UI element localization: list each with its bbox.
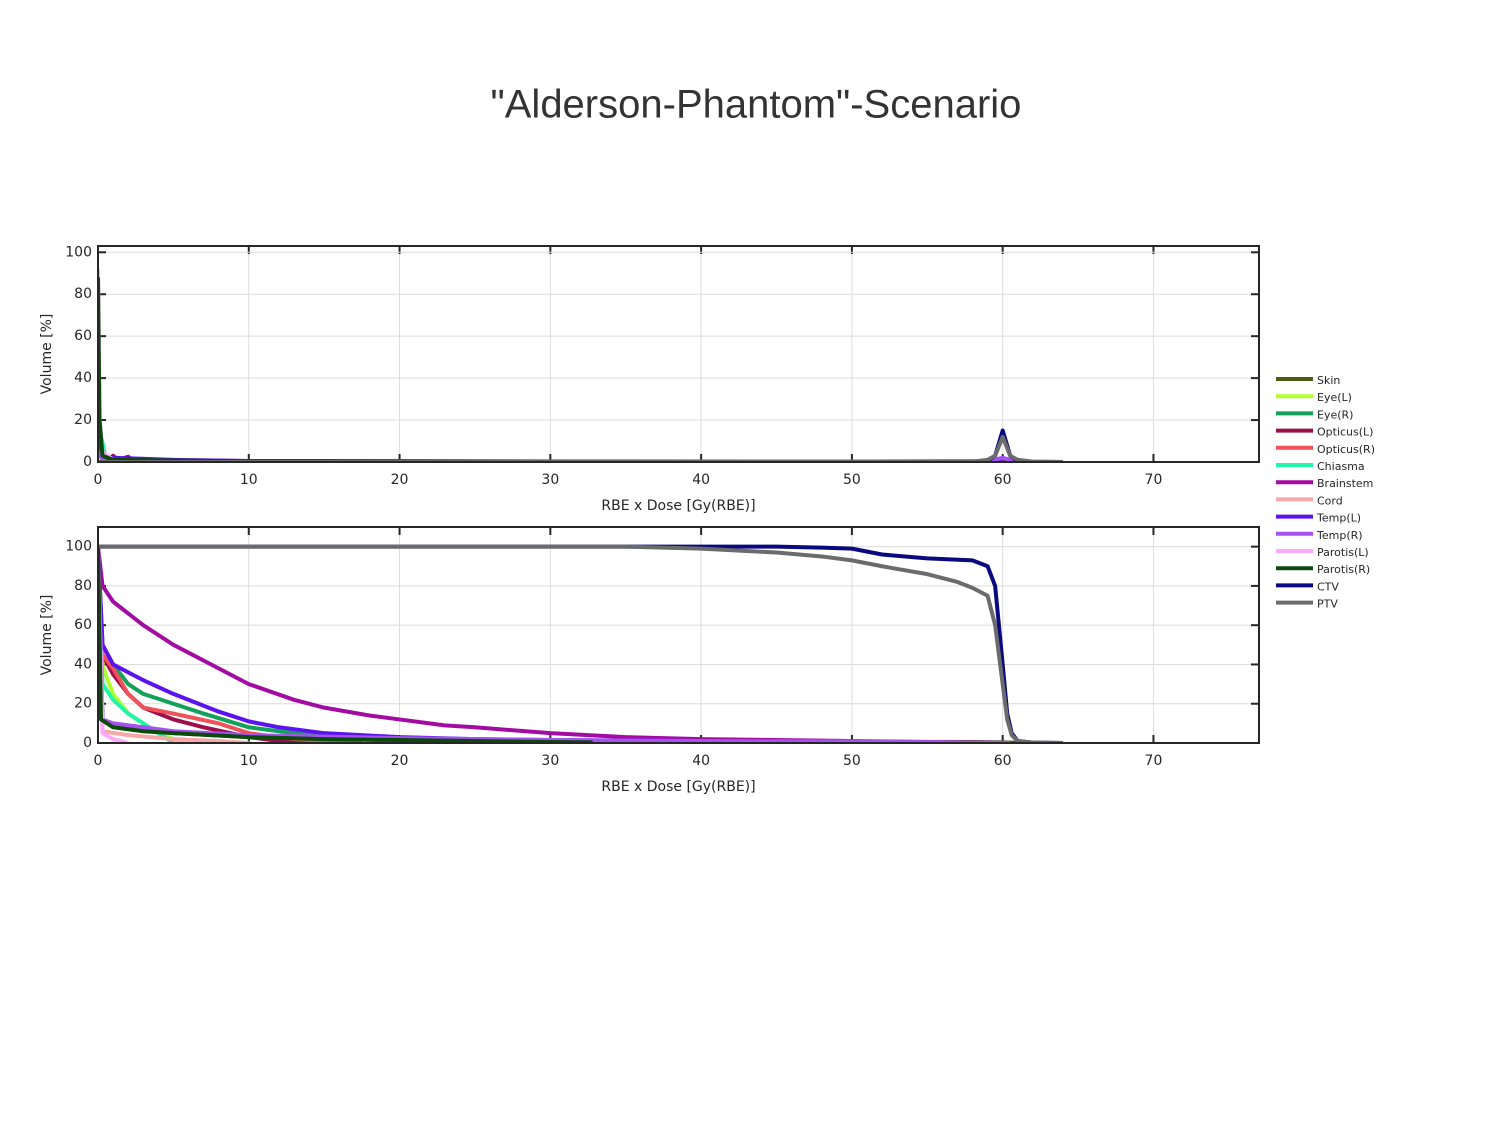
- y-axis-label: Volume [%]: [39, 314, 55, 395]
- x-tick-label: 0: [94, 472, 103, 488]
- legend-label: Eye(R): [1317, 408, 1353, 421]
- y-axis-label: Volume [%]: [39, 595, 55, 676]
- y-tick-label: 100: [65, 244, 92, 260]
- plot-area: [98, 246, 1259, 462]
- y-tick-label: 80: [74, 578, 92, 594]
- y-tick-label: 100: [65, 539, 92, 555]
- legend-label: Parotis(L): [1317, 546, 1369, 559]
- y-tick-label: 20: [74, 696, 92, 712]
- x-tick-label: 40: [692, 753, 710, 769]
- legend-label: Temp(R): [1316, 529, 1363, 542]
- y-tick-label: 0: [83, 735, 92, 751]
- legend-label: CTV: [1317, 580, 1339, 593]
- legend-label: Skin: [1317, 374, 1340, 387]
- axes-frame: [97, 526, 1260, 744]
- y-tick-label: 0: [83, 454, 92, 470]
- x-tick-label: 60: [994, 472, 1012, 488]
- x-tick-label: 0: [94, 753, 103, 769]
- y-tick-label: 60: [74, 328, 92, 344]
- x-tick-label: 50: [843, 472, 861, 488]
- plot-area: [98, 527, 1259, 743]
- x-tick-label: 10: [240, 753, 258, 769]
- x-tick-label: 20: [391, 472, 409, 488]
- x-tick-label: 60: [994, 753, 1012, 769]
- y-tick-label: 40: [74, 656, 92, 672]
- legend-label: Parotis(R): [1317, 563, 1370, 576]
- x-tick-label: 70: [1145, 753, 1163, 769]
- legend-label: Brainstem: [1317, 477, 1373, 490]
- figure-title: "Alderson-Phantom"-Scenario: [491, 83, 1022, 127]
- y-tick-label: 80: [74, 286, 92, 302]
- axes-frame: [97, 245, 1260, 463]
- x-tick-label: 50: [843, 753, 861, 769]
- x-tick-label: 30: [541, 472, 559, 488]
- legend-label: Eye(L): [1317, 391, 1352, 404]
- series-line: [98, 546, 593, 743]
- x-tick-label: 10: [240, 472, 258, 488]
- x-axis-label: RBE x Dose [Gy(RBE)]: [601, 779, 755, 795]
- y-tick-label: 40: [74, 370, 92, 386]
- x-tick-label: 30: [541, 753, 559, 769]
- legend-label: PTV: [1317, 598, 1338, 611]
- legend-label: Opticus(L): [1317, 426, 1373, 439]
- legend-label: Opticus(R): [1317, 443, 1375, 456]
- series-line: [98, 546, 1011, 743]
- x-axis-label: RBE x Dose [Gy(RBE)]: [601, 498, 755, 514]
- chart: 0 10 20 30 40 50 60 70 0 20 40 60 80 100 RBE x Dose [G…: [39, 244, 1260, 514]
- legend-label: Chiasma: [1317, 460, 1365, 473]
- series-line: [98, 544, 1064, 743]
- x-tick-label: 40: [692, 472, 710, 488]
- legend-label: Cord: [1317, 494, 1343, 507]
- legend-label: Temp(L): [1316, 512, 1361, 525]
- y-tick-label: 20: [74, 412, 92, 428]
- y-tick-label: 60: [74, 617, 92, 633]
- x-tick-label: 70: [1145, 472, 1163, 488]
- x-tick-label: 20: [391, 753, 409, 769]
